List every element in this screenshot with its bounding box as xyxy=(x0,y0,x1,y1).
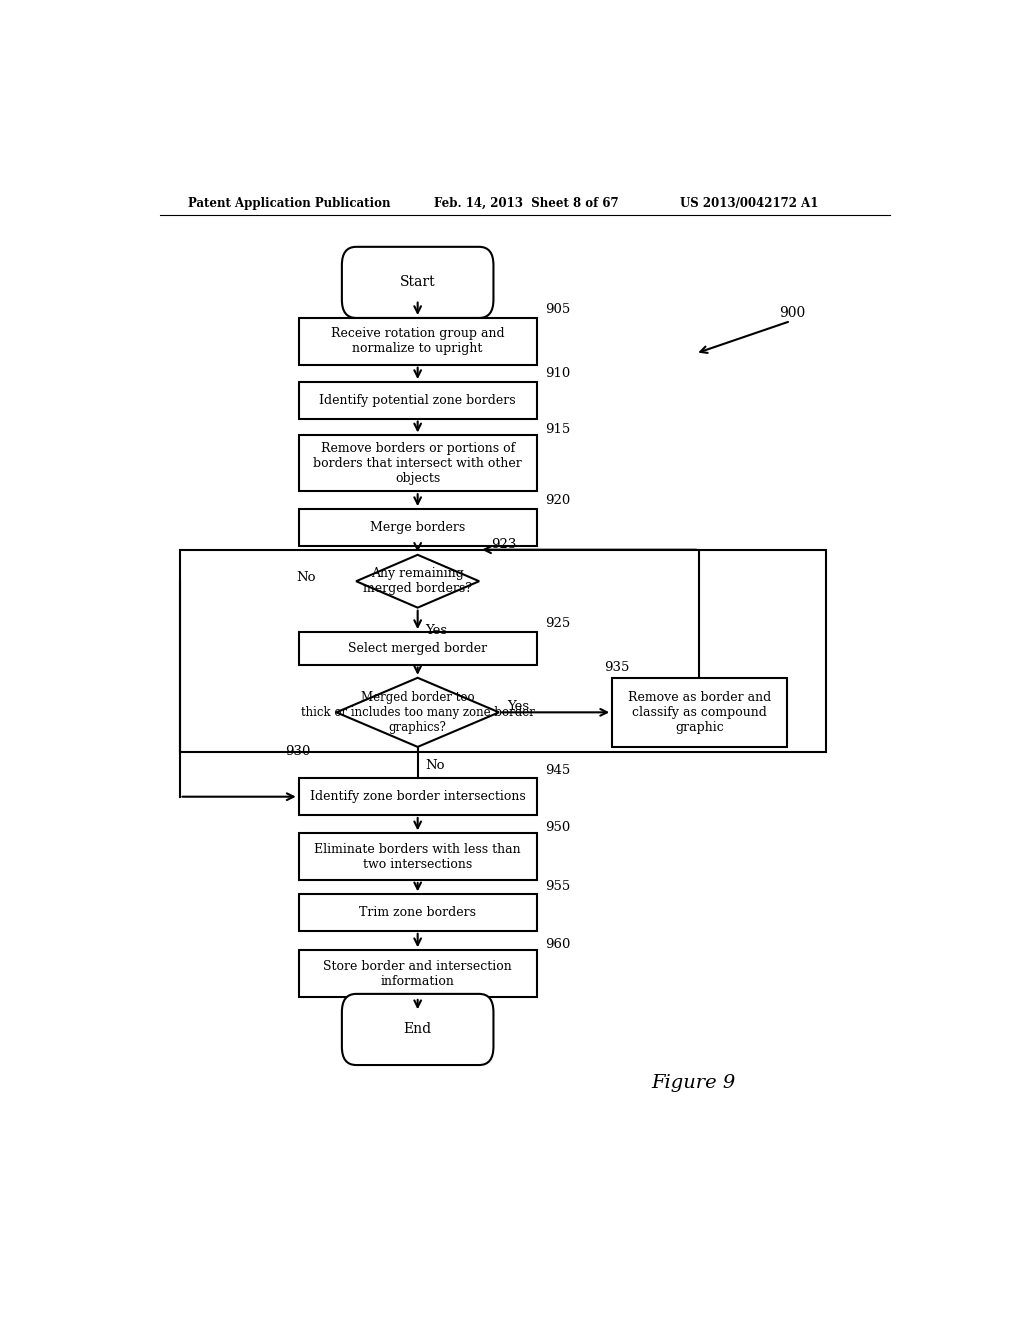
Text: Start: Start xyxy=(399,276,435,289)
Text: No: No xyxy=(426,759,445,772)
Text: US 2013/0042172 A1: US 2013/0042172 A1 xyxy=(680,197,818,210)
Bar xyxy=(299,894,537,931)
Text: No: No xyxy=(297,570,316,583)
FancyBboxPatch shape xyxy=(342,994,494,1065)
Text: 960: 960 xyxy=(545,937,570,950)
Text: 915: 915 xyxy=(545,422,570,436)
Text: Identify potential zone borders: Identify potential zone borders xyxy=(319,393,516,407)
Text: Trim zone borders: Trim zone borders xyxy=(359,906,476,919)
Text: 923: 923 xyxy=(492,539,516,552)
Bar xyxy=(299,833,537,880)
Text: Patent Application Publication: Patent Application Publication xyxy=(187,197,390,210)
Text: Yes: Yes xyxy=(507,700,529,713)
Text: End: End xyxy=(403,1023,432,1036)
Text: 950: 950 xyxy=(545,821,570,834)
Text: 910: 910 xyxy=(545,367,570,380)
Text: Remove borders or portions of
borders that intersect with other
objects: Remove borders or portions of borders th… xyxy=(313,442,522,484)
Text: 935: 935 xyxy=(604,661,630,675)
Text: 930: 930 xyxy=(285,746,310,759)
Bar xyxy=(179,549,826,752)
Text: 920: 920 xyxy=(545,495,570,507)
Text: 945: 945 xyxy=(545,764,570,776)
Bar xyxy=(299,950,537,997)
Text: Yes: Yes xyxy=(426,623,447,636)
Text: 900: 900 xyxy=(778,306,805,319)
Bar xyxy=(299,318,537,364)
Polygon shape xyxy=(336,677,499,747)
Bar xyxy=(299,436,537,491)
Bar xyxy=(299,510,537,545)
Text: Identify zone border intersections: Identify zone border intersections xyxy=(310,791,525,803)
Text: Receive rotation group and
normalize to upright: Receive rotation group and normalize to … xyxy=(331,327,505,355)
Bar xyxy=(299,632,537,664)
Bar xyxy=(299,779,537,814)
FancyBboxPatch shape xyxy=(342,247,494,318)
Text: Remove as border and
classify as compound
graphic: Remove as border and classify as compoun… xyxy=(628,690,771,734)
Text: Merge borders: Merge borders xyxy=(370,521,465,533)
Polygon shape xyxy=(356,554,479,607)
Text: Any remaining
merged borders?: Any remaining merged borders? xyxy=(364,568,472,595)
Bar xyxy=(299,381,537,418)
Text: Feb. 14, 2013  Sheet 8 of 67: Feb. 14, 2013 Sheet 8 of 67 xyxy=(433,197,618,210)
Text: 905: 905 xyxy=(545,304,570,317)
Text: Merged border too
thick or includes too many zone border
graphics?: Merged border too thick or includes too … xyxy=(301,690,535,734)
Text: 955: 955 xyxy=(545,879,570,892)
Text: Eliminate borders with less than
two intersections: Eliminate borders with less than two int… xyxy=(314,842,521,871)
Text: Figure 9: Figure 9 xyxy=(652,1074,736,1093)
Text: 925: 925 xyxy=(545,618,570,631)
Text: Store border and intersection
information: Store border and intersection informatio… xyxy=(324,960,512,987)
Text: Select merged border: Select merged border xyxy=(348,642,487,655)
Bar xyxy=(612,677,786,747)
